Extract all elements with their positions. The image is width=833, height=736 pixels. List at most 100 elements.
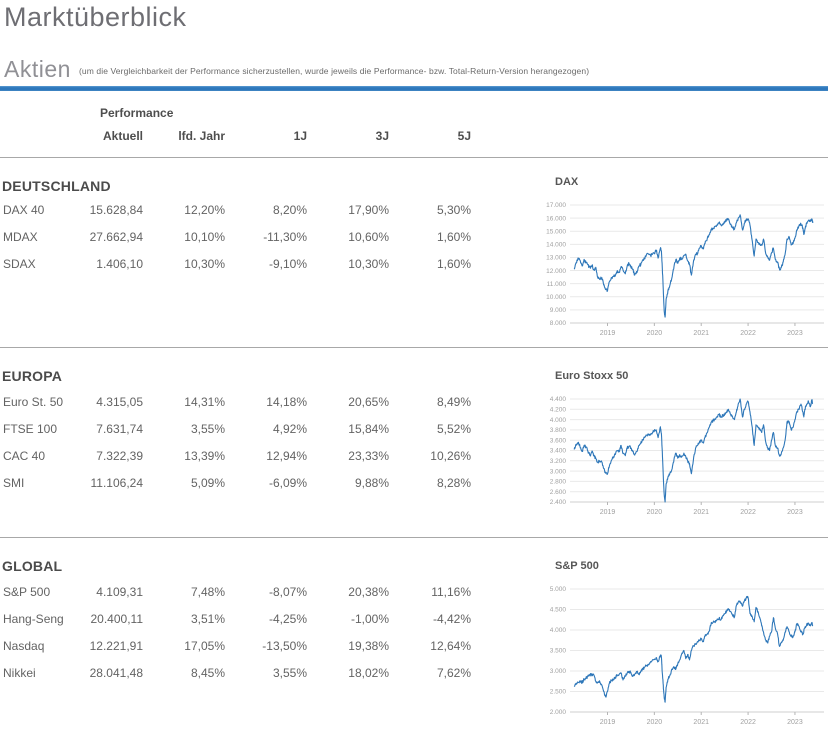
- row-value: 12.221,91: [89, 639, 143, 653]
- x-axis-label: 2022: [740, 509, 756, 516]
- x-axis-label: 2020: [647, 509, 663, 516]
- row-value: -1,00%: [350, 612, 389, 626]
- row-value: 1.406,10: [96, 257, 143, 271]
- table-row: CAC 40 7.322,39 13,39% 12,94% 23,33% 10,26%: [0, 449, 520, 463]
- table-row: S&P 500 4.109,31 7,48% -8,07% 20,38% 11,16%: [0, 585, 520, 599]
- row-value: 7,48%: [190, 585, 225, 599]
- row-index-name: CAC 40: [3, 449, 46, 463]
- row-value: 20,65%: [348, 395, 389, 409]
- row-value: 20,38%: [348, 585, 389, 599]
- row-value: 4,92%: [272, 422, 307, 436]
- row-value: 3,55%: [272, 666, 307, 680]
- row-value: -8,07%: [268, 585, 307, 599]
- row-value: 10,26%: [430, 449, 471, 463]
- row-value: 12,20%: [184, 203, 225, 217]
- row-value: 20.400,11: [90, 612, 144, 626]
- y-axis-label: 2.500: [550, 689, 567, 696]
- row-index-name: Nasdaq: [3, 639, 45, 653]
- y-axis-label: 4.000: [550, 627, 567, 634]
- table-row: DAX 40 15.628,84 12,20% 8,20% 17,90% 5,30%: [0, 203, 520, 217]
- x-axis-label: 2019: [600, 330, 616, 337]
- column-header: 3J: [375, 129, 389, 143]
- row-value: 5,09%: [190, 476, 225, 490]
- table-row: SMI 11.106,24 5,09% -6,09% 9,88% 8,28%: [0, 476, 520, 490]
- y-axis-label: 4.200: [550, 407, 567, 414]
- price-line: [573, 595, 814, 703]
- chart-block-sp500: S&P 500 5.000 4.500 4.000 3.500 3.000 2.500 2.0…: [540, 556, 832, 732]
- row-value: 4.315,05: [96, 395, 143, 409]
- row-value: 7,62%: [436, 666, 471, 680]
- page-title: Marktüberblick: [4, 2, 187, 32]
- row-value: 12,94%: [266, 449, 307, 463]
- row-index-name: FTSE 100: [3, 422, 58, 436]
- row-value: 17,90%: [348, 203, 389, 217]
- y-axis-label: 14.000: [546, 242, 566, 249]
- y-axis-label: 3.400: [550, 448, 567, 455]
- row-value: 19,38%: [348, 639, 389, 653]
- row-index-name: SMI: [3, 476, 25, 490]
- row-value: 9,88%: [354, 476, 389, 490]
- row-value: 10,10%: [184, 230, 225, 244]
- table-row: Euro St. 50 4.315,05 14,31% 14,18% 20,65% 8,4…: [0, 395, 520, 409]
- y-axis-label: 5.000: [550, 586, 567, 593]
- accent-rule: [0, 86, 828, 91]
- section-note: (um die Vergleichbarkeit der Performance…: [79, 66, 590, 76]
- row-value: 3,55%: [190, 422, 225, 436]
- y-axis-label: 4.500: [550, 607, 567, 614]
- y-axis-label: 3.000: [550, 468, 567, 475]
- table-row: Nikkei 28.041,48 8,45% 3,55% 18,02% 7,62%: [0, 666, 520, 680]
- x-axis-label: 2019: [600, 509, 616, 516]
- chart-svg: 5.000 4.500 4.000 3.500 3.000 2.500 2.000 2019 2…: [550, 586, 824, 726]
- y-axis-label: 11.000: [547, 281, 567, 288]
- y-axis-label: 2.800: [550, 479, 567, 486]
- y-axis-label: 13.000: [546, 255, 566, 262]
- row-value: 8,49%: [436, 395, 471, 409]
- row-value: -6,09%: [268, 476, 307, 490]
- row-value: 14,31%: [184, 395, 225, 409]
- table-row: SDAX 1.406,10 10,30% -9,10% 10,30% 1,60%: [0, 257, 520, 271]
- y-axis-label: 3.000: [550, 668, 567, 675]
- divider: [0, 157, 828, 158]
- row-value: 8,20%: [272, 203, 307, 217]
- x-axis-label: 2021: [693, 719, 709, 726]
- row-value: 7.631,74: [96, 422, 143, 436]
- column-header-row: Aktuell lfd. Jahr 1J 3J 5J: [0, 129, 520, 143]
- row-value: 23,33%: [348, 449, 389, 463]
- section-title: EUROPA: [2, 368, 63, 384]
- row-value: 5,52%: [436, 422, 471, 436]
- row-index-name: DAX 40: [3, 203, 45, 217]
- y-axis-label: 4.000: [550, 417, 567, 424]
- y-axis-label: 16.000: [546, 215, 566, 222]
- table-row: Nasdaq 12.221,91 17,05% -13,50% 19,38% 12,64%: [0, 639, 520, 653]
- row-value: -4,25%: [268, 612, 307, 626]
- x-axis-label: 2021: [693, 330, 709, 337]
- row-value: 28.041,48: [89, 666, 143, 680]
- performance-group-header: Performance: [100, 106, 174, 120]
- table-row: Hang-Seng 20.400,11 3,51% -4,25% -1,00% -4,42…: [0, 612, 520, 626]
- row-index-name: Nikkei: [3, 666, 36, 680]
- price-line: [573, 214, 814, 318]
- row-value: -9,10%: [268, 257, 307, 271]
- row-value: 18,02%: [348, 666, 389, 680]
- x-axis-label: 2022: [740, 719, 756, 726]
- x-axis-label: 2021: [693, 509, 709, 516]
- column-header: Aktuell: [102, 129, 143, 143]
- row-value: 15.628,84: [89, 203, 143, 217]
- row-value: 10,30%: [184, 257, 225, 271]
- row-value: 3,51%: [190, 612, 225, 626]
- chart-title: S&P 500: [555, 560, 599, 572]
- column-header: 1J: [293, 129, 307, 143]
- y-axis-label: 3.600: [550, 437, 567, 444]
- row-value: 1,60%: [436, 257, 471, 271]
- row-value: 11.106,24: [90, 476, 144, 490]
- row-value: 8,28%: [436, 476, 471, 490]
- x-axis-label: 2022: [740, 330, 756, 337]
- divider: [0, 537, 828, 538]
- chart-title: DAX: [555, 176, 579, 188]
- y-axis-label: 17.000: [546, 202, 566, 209]
- section-title: GLOBAL: [2, 558, 63, 574]
- row-value: 27.662,94: [89, 230, 143, 244]
- row-index-name: Euro St. 50: [3, 395, 64, 409]
- divider: [0, 347, 828, 348]
